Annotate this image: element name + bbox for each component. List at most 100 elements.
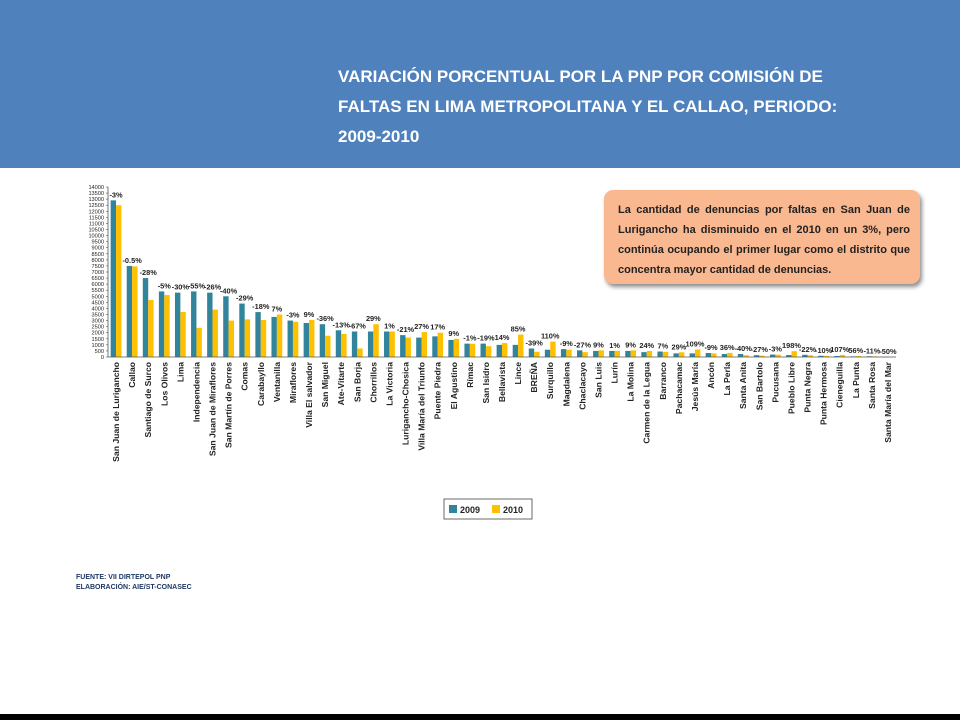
bar-2009 [769, 354, 776, 357]
category-label: Los Olivos [159, 362, 169, 406]
bar-2010 [518, 334, 524, 357]
y-tick-label: 11000 [89, 221, 104, 227]
bar-2010 [357, 348, 363, 357]
category-label: Lince [513, 362, 523, 385]
bar-2009 [464, 343, 470, 357]
y-tick-label: 3000 [92, 319, 104, 325]
category-label: Ate-Vitarte [336, 362, 346, 406]
bar-2010 [292, 321, 299, 357]
title-banner: VARIACIÓN PORCENTUAL POR LA PNP POR COMI… [0, 0, 960, 168]
data-label: -40% [735, 344, 753, 353]
category-label: BREÑA [529, 362, 539, 393]
bar-2009 [528, 348, 535, 357]
category-label: Villa El salvador [304, 361, 314, 427]
annotation-callout: La cantidad de denuncias por faltas en S… [604, 190, 920, 284]
bar-2010 [855, 356, 862, 357]
bar-2010 [196, 327, 202, 357]
data-label: -9% [560, 339, 574, 348]
y-tick-label: 4500 [92, 300, 104, 306]
category-label: Jesús María [690, 362, 700, 411]
data-label: 56% [848, 346, 863, 355]
bar-2009 [480, 343, 486, 357]
category-label: Miraflores [288, 362, 298, 403]
bar-2010 [614, 350, 620, 357]
y-tick-label: 8500 [92, 252, 104, 258]
category-label: La Perla [722, 362, 732, 396]
data-label: 29% [366, 314, 381, 323]
y-tick-label: 5000 [92, 294, 104, 300]
y-tick-label: 13000 [88, 197, 104, 203]
category-label: Bellavista [497, 362, 507, 402]
data-label: 110% [541, 332, 560, 341]
category-label: Punta Hermosa [819, 362, 829, 425]
category-label: La Punta [851, 362, 861, 399]
category-label: Chaclacayo [577, 362, 587, 410]
data-label: -3% [286, 311, 300, 320]
bar-2009 [834, 356, 840, 357]
data-label: -27% [574, 340, 592, 349]
elaboration-line: ELABORACIÓN: AIE/ST-CONASEC [76, 584, 192, 591]
y-tick-label: 12500 [88, 203, 104, 209]
bar-2009 [560, 349, 567, 357]
data-label: -13% [333, 320, 351, 329]
bar-2009 [496, 344, 502, 357]
legend-swatch-2010 [492, 505, 500, 513]
data-label: 7% [657, 342, 668, 351]
data-label: 9% [448, 329, 459, 338]
category-label: San Isidro [481, 362, 491, 404]
bar-2010 [405, 337, 411, 357]
bar-2009 [174, 292, 181, 357]
data-label: -0.5% [122, 256, 142, 265]
bar-2009 [239, 303, 245, 357]
category-label: Comas [240, 362, 250, 391]
data-label: -3% [769, 345, 783, 354]
y-tick-label: 11500 [89, 215, 104, 221]
bar-2009 [577, 350, 583, 357]
bar-2010 [325, 335, 331, 357]
category-label: Puente Piedra [433, 362, 443, 420]
legend-label-2010: 2010 [503, 505, 523, 515]
bar-2010 [711, 353, 717, 357]
data-label: 107% [830, 345, 849, 354]
data-label: 14% [495, 333, 510, 342]
category-label: Punta Negra [803, 362, 813, 413]
bar-2010 [164, 295, 170, 357]
category-label: Santa Rosa [867, 362, 877, 409]
bar-2010 [341, 333, 347, 357]
data-label: 9% [304, 310, 315, 319]
bar-2009 [802, 354, 808, 357]
bar-2010 [743, 355, 749, 357]
y-tick-label: 1500 [92, 337, 104, 343]
category-label: La Victoria [384, 362, 394, 406]
data-label: -55% [188, 281, 206, 290]
category-label: Chorrillos [368, 362, 378, 403]
bar-2009 [351, 331, 358, 357]
bar-2009 [158, 291, 165, 357]
category-label: San Miguel [320, 362, 330, 407]
category-label: San Borja [352, 362, 362, 402]
legend-swatch-2009 [449, 505, 457, 513]
title-line-3: 2009-2010 [338, 127, 420, 146]
category-label: Villa María del Triunfo [417, 362, 427, 451]
bar-2010 [453, 338, 460, 357]
bar-2010 [807, 355, 813, 357]
data-label: -1% [463, 334, 477, 343]
category-label: Carabayllo [256, 362, 266, 406]
data-label: -40% [220, 286, 238, 295]
data-label: 9% [593, 340, 604, 349]
bar-2010 [116, 205, 122, 357]
source-notes: FUENTE: VII DIRTEPOL PNP ELABORACIÓN: AI… [76, 573, 192, 593]
bar-2010 [566, 349, 572, 357]
bar-2010 [823, 355, 830, 357]
category-label: Carmen de la Legua [642, 362, 652, 444]
category-label: Pachacamac [674, 362, 684, 414]
bar-2010 [727, 352, 733, 357]
data-label: -28% [140, 268, 158, 277]
data-label: 1% [609, 341, 620, 350]
category-label: San Juan de Miraflores [208, 362, 218, 456]
bar-2009 [432, 336, 438, 357]
category-label: Barranco [658, 362, 668, 400]
bar-2010 [373, 324, 379, 357]
data-label: -21% [397, 325, 415, 334]
y-tick-label: 6500 [92, 276, 104, 282]
